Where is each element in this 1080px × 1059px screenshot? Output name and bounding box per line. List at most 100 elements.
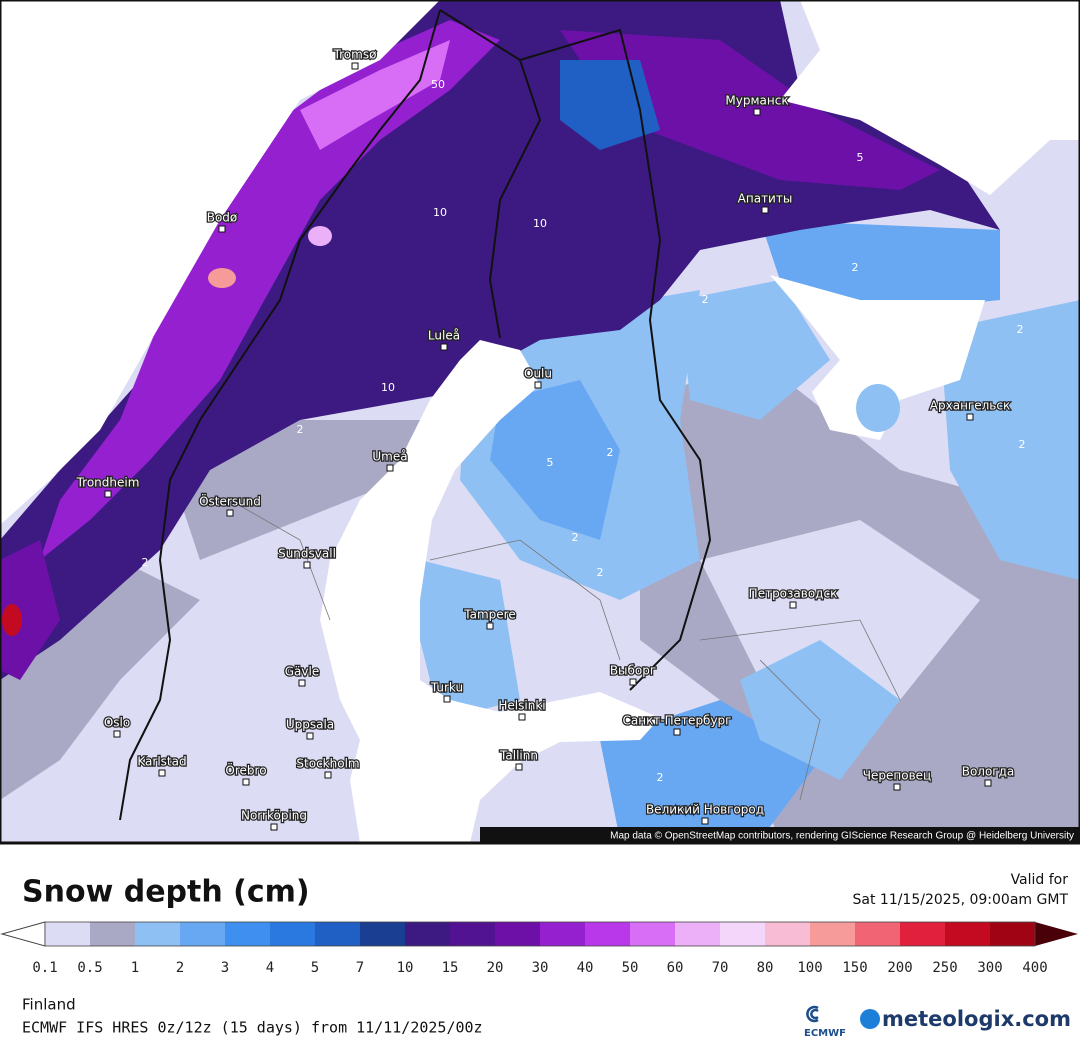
legend-tick-label: 200 (887, 960, 912, 976)
valid-time: Sat 11/15/2025, 09:00am GMT (853, 892, 1069, 908)
city-label: Выборг (610, 664, 656, 678)
city-label: Вологда (962, 765, 1015, 779)
contour-label: 2 (657, 771, 664, 784)
snow-area (680, 280, 830, 420)
snow-area (308, 226, 332, 246)
snow-area (560, 60, 660, 150)
city-marker (984, 779, 992, 787)
city-marker (518, 713, 526, 721)
city-marker (270, 823, 278, 831)
legend-swatch (135, 922, 180, 946)
snow-area (300, 40, 450, 150)
city-label: Архангельск (930, 399, 1010, 413)
snow-area (700, 520, 980, 700)
legend-tick-label: 0.1 (32, 960, 57, 976)
attribution-bg (480, 827, 1080, 843)
city-marker (218, 225, 226, 233)
legend-tick-label: 7 (356, 960, 364, 976)
city-marker (440, 343, 448, 351)
city-label: Norrköping (241, 809, 307, 823)
legend-swatch (810, 922, 855, 946)
legend-swatch (855, 922, 900, 946)
city-label: Turku (430, 681, 463, 695)
legend-swatch (45, 922, 90, 946)
legend-swatch (585, 922, 630, 946)
legend-tick-label: 0.5 (77, 960, 102, 976)
legend-tick-label: 15 (442, 960, 459, 976)
snow-area (0, 0, 1000, 680)
city-label: Uppsala (286, 718, 334, 732)
border-line (439, 9, 542, 339)
legend-swatch (315, 922, 360, 946)
legend-swatch (675, 922, 720, 946)
legend-tick-label: 5 (311, 960, 319, 976)
city-marker (303, 561, 311, 569)
snow-area (560, 30, 940, 190)
snow-area (940, 300, 1080, 580)
legend-swatch (360, 922, 405, 946)
region-name: Finland (22, 996, 76, 1014)
city-label: Sundsvall (278, 547, 336, 561)
snow-area (2, 604, 22, 636)
snow-area (760, 220, 1000, 310)
valid-label: Valid for (1011, 872, 1069, 888)
legend-tick-label: 70 (712, 960, 729, 976)
legend: Snow depth (cm) Valid for Sat 11/15/2025… (0, 872, 1078, 976)
snow-area (40, 20, 500, 560)
city-marker (324, 771, 332, 779)
legend-tick-label: 20 (487, 960, 504, 976)
city-label: Череповец (863, 769, 931, 783)
brand-logo[interactable]: meteologix.com (882, 1007, 1071, 1031)
contour-label: 2 (572, 531, 579, 544)
legend-tick-label: 2 (176, 960, 184, 976)
contour-label: 10 (533, 217, 547, 230)
city-marker (534, 381, 542, 389)
footer: Finland ECMWF IFS HRES 0z/12z (15 days) … (22, 996, 1071, 1040)
city-marker (386, 464, 394, 472)
city-label: Stockholm (296, 757, 359, 771)
contour-label: 2 (142, 556, 149, 569)
contour-label: 5 (547, 456, 554, 469)
city-marker (306, 732, 314, 740)
contour-label: 2 (702, 293, 709, 306)
legend-swatch (765, 922, 810, 946)
legend-tick-label: 100 (797, 960, 822, 976)
legend-swatch (405, 922, 450, 946)
city-label: Tampere (463, 608, 515, 622)
city-marker (893, 783, 901, 791)
legend-tick-label: 30 (532, 960, 549, 976)
city-label: Мурманск (725, 94, 788, 108)
legend-tick-label: 60 (667, 960, 684, 976)
contour-label: 2 (297, 423, 304, 436)
legend-swatch (630, 922, 675, 946)
city-label: Trondheim (76, 476, 140, 490)
city-marker (113, 730, 121, 738)
city-label: Bodø (207, 211, 238, 225)
city-marker (515, 763, 523, 771)
legend-swatch (990, 922, 1035, 946)
city-marker (701, 817, 709, 825)
legend-swatch (495, 922, 540, 946)
brand-icon (860, 1009, 880, 1029)
legend-swatch (450, 922, 495, 946)
legend-swatch (180, 922, 225, 946)
city-marker (104, 490, 112, 498)
city-marker (158, 769, 166, 777)
legend-tick-label: 1 (131, 960, 139, 976)
legend-tick-label: 50 (622, 960, 639, 976)
sea (0, 0, 440, 525)
legend-tick-label: 400 (1022, 960, 1047, 976)
city-label: Tromsø (333, 48, 377, 62)
city-label: Oslo (104, 716, 130, 730)
ecmwf-icon (806, 1005, 819, 1023)
contour-label: 2 (597, 566, 604, 579)
city-marker (351, 62, 359, 70)
legend-swatch (540, 922, 585, 946)
city-marker (443, 695, 451, 703)
city-label: Örebro (225, 762, 266, 778)
contour-label: 2 (607, 446, 614, 459)
region-line (229, 499, 901, 801)
legend-swatch (720, 922, 765, 946)
contour-label: 2 (852, 261, 859, 274)
snow-area (740, 640, 900, 780)
